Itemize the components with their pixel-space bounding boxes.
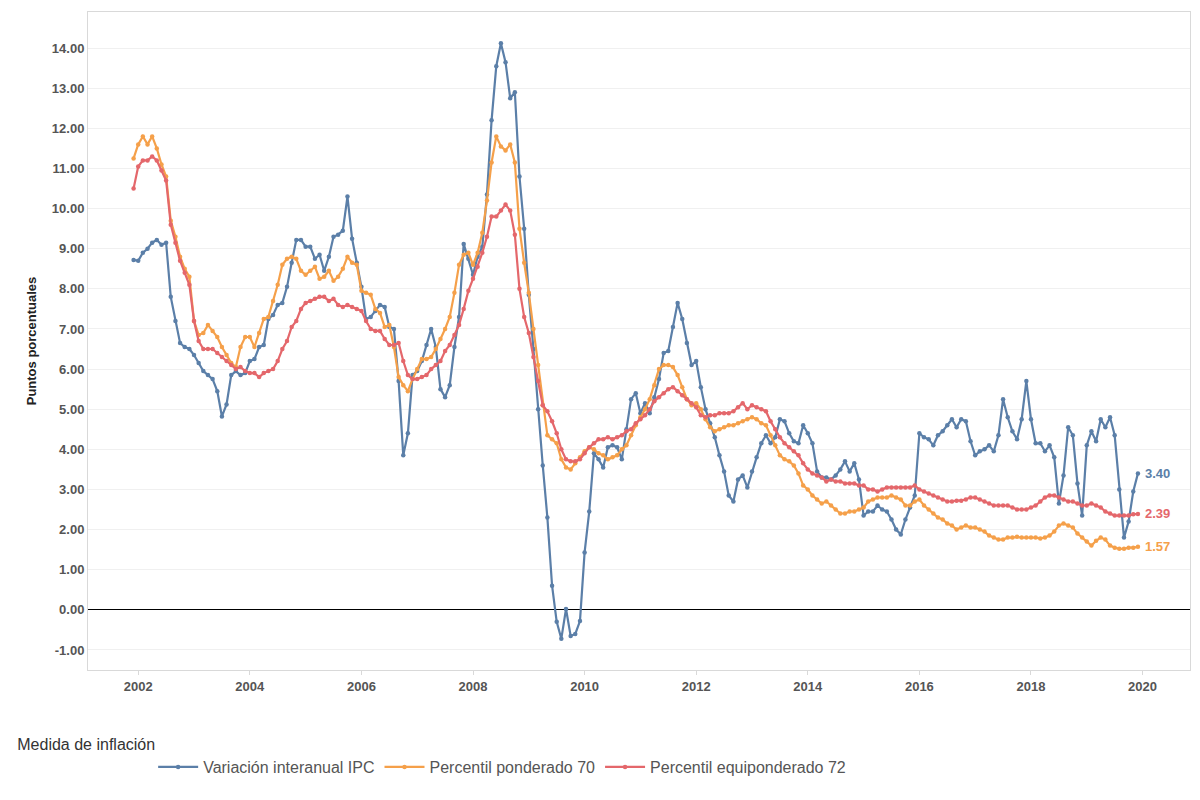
svg-text:2.39: 2.39 [1145,506,1170,521]
svg-text:4.00: 4.00 [59,442,84,457]
svg-text:0.00: 0.00 [59,602,84,617]
svg-text:2008: 2008 [459,679,488,694]
svg-text:7.00: 7.00 [59,322,84,337]
svg-text:12.00: 12.00 [52,121,85,136]
svg-text:2004: 2004 [235,679,265,694]
svg-text:2006: 2006 [347,679,376,694]
svg-text:3.00: 3.00 [59,482,84,497]
svg-text:10.00: 10.00 [52,201,85,216]
svg-text:6.00: 6.00 [59,362,84,377]
svg-text:2012: 2012 [682,679,711,694]
svg-text:2010: 2010 [570,679,599,694]
svg-text:Variación interanual IPC: Variación interanual IPC [203,759,374,776]
svg-text:2016: 2016 [905,679,934,694]
svg-text:1.00: 1.00 [59,562,84,577]
svg-text:1.57: 1.57 [1145,539,1170,554]
svg-text:2.00: 2.00 [59,522,84,537]
svg-text:Percentil equiponderado 72: Percentil equiponderado 72 [650,759,846,776]
svg-text:Puntos porcentuales: Puntos porcentuales [24,277,39,406]
svg-text:Medida de inflación: Medida de inflación [17,736,155,753]
svg-text:3.40: 3.40 [1145,466,1170,481]
svg-text:2014: 2014 [793,679,823,694]
svg-text:-1.00: -1.00 [55,642,85,657]
svg-text:5.00: 5.00 [59,402,84,417]
svg-text:14.00: 14.00 [52,41,85,56]
svg-text:13.00: 13.00 [52,81,85,96]
svg-text:2018: 2018 [1017,679,1046,694]
svg-text:8.00: 8.00 [59,281,84,296]
svg-text:Percentil ponderado 70: Percentil ponderado 70 [430,759,596,776]
svg-text:2020: 2020 [1128,679,1157,694]
svg-text:2002: 2002 [124,679,153,694]
svg-text:9.00: 9.00 [59,241,84,256]
svg-text:11.00: 11.00 [53,161,85,176]
